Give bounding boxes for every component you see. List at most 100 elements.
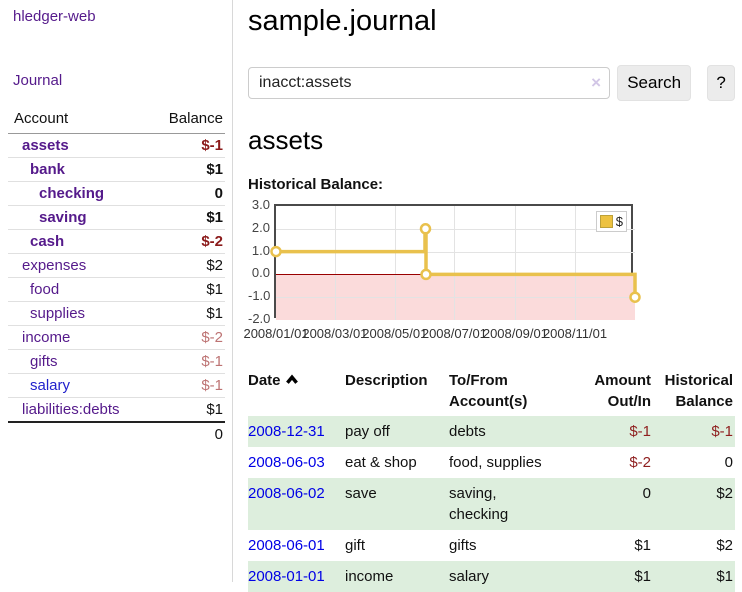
account-row: income $-2	[8, 325, 225, 350]
account-row: checking 0	[8, 181, 225, 206]
transaction-accounts: gifts	[449, 537, 477, 554]
account-balance: $1	[152, 277, 225, 302]
gridline	[454, 206, 456, 320]
account-row: cash $-2	[8, 229, 225, 254]
y-axis-tick: -2.0	[248, 311, 271, 326]
transaction-amount: $1	[634, 568, 651, 585]
data-point	[629, 291, 641, 303]
transaction-accounts: food, supplies	[449, 454, 542, 471]
x-axis-tick: 2008/11/01	[542, 326, 608, 341]
account-row: bank $1	[8, 157, 225, 182]
transaction-date-link[interactable]: 2008-06-01	[248, 537, 325, 554]
transaction-date-link[interactable]: 2008-01-01	[248, 568, 325, 585]
register-header-row: Date Description To/From Account(s) Amou…	[248, 366, 735, 416]
clear-search-icon[interactable]: ×	[591, 73, 601, 92]
account-link-supplies[interactable]: supplies	[30, 305, 86, 322]
account-row: supplies $1	[8, 301, 225, 326]
y-axis-tick: 0.0	[251, 265, 270, 281]
gridline	[276, 228, 635, 230]
transaction-date-link[interactable]: 2008-06-03	[248, 454, 325, 471]
transaction-description: gift	[345, 537, 366, 554]
gridline	[575, 206, 576, 320]
app-title-link[interactable]: hledger-web	[13, 8, 96, 25]
account-balance: $1	[152, 157, 225, 182]
account-balance: $-1	[201, 137, 223, 154]
y-axis-tick: 3.0	[251, 197, 270, 212]
transaction-balance: $1	[716, 568, 733, 585]
account-link-food[interactable]: food	[30, 281, 60, 298]
register-row: 2008-06-03 eat & shop food, supplies $-2…	[248, 447, 735, 478]
account-row: gifts $-1	[8, 349, 225, 374]
account-link-assets[interactable]: assets	[22, 137, 69, 154]
x-axis-tick: 2008/05/01	[362, 326, 428, 341]
balance-column-header: Balance	[152, 106, 225, 134]
register-table: Date Description To/From Account(s) Amou…	[248, 366, 735, 592]
transaction-balance: 0	[724, 454, 733, 471]
transaction-balance: $2	[716, 537, 733, 554]
transaction-accounts: debts	[449, 423, 486, 440]
x-axis-tick: 2008/07/01	[421, 326, 487, 341]
account-link-cash[interactable]: cash	[30, 233, 65, 250]
account-link-liabilities-debts[interactable]: liabilities:debts	[22, 401, 120, 418]
x-axis-tick: 2008/03/01	[302, 326, 368, 341]
account-balance: 0	[152, 181, 225, 206]
transaction-amount: $1	[634, 537, 651, 554]
account-balance: $-1	[152, 349, 225, 374]
help-button[interactable]: ?	[707, 65, 735, 101]
x-axis-tick: 2008/09/01	[482, 326, 548, 341]
transaction-description: save	[345, 485, 377, 502]
account-balance: $2	[152, 253, 225, 278]
accounts-total-value: 0	[152, 421, 225, 446]
account-row: expenses $2	[8, 253, 225, 278]
account-row: food $1	[8, 277, 225, 302]
transaction-description: eat & shop	[345, 454, 417, 471]
legend-swatch	[599, 215, 613, 228]
balance-column-header: Historical Balance	[664, 372, 733, 410]
y-axis-tick: 2.0	[251, 219, 270, 235]
gridline	[334, 206, 336, 320]
transaction-date-link[interactable]: 2008-06-02	[248, 485, 325, 502]
account-balance: $1	[152, 301, 225, 326]
account-link-bank[interactable]: bank	[30, 161, 66, 178]
account-link-expenses[interactable]: expenses	[22, 257, 87, 274]
gridline	[515, 206, 517, 320]
main-content: sample.journal × Search ? assets Histori…	[243, 0, 735, 592]
account-link-salary[interactable]: salary	[30, 377, 71, 394]
account-link-gifts[interactable]: gifts	[30, 353, 58, 370]
transaction-accounts: saving, checking	[449, 485, 509, 523]
transaction-amount: 0	[642, 485, 651, 502]
data-point	[419, 223, 432, 235]
chart-plot-area: $	[270, 204, 641, 320]
gridline	[276, 251, 635, 253]
date-column-header[interactable]: Date	[248, 366, 345, 416]
account-link-checking[interactable]: checking	[39, 185, 105, 202]
transaction-description: pay off	[345, 423, 390, 440]
account-heading: assets	[248, 125, 324, 155]
transaction-date-link[interactable]: 2008-12-31	[248, 423, 325, 440]
sidebar: hledger-web Journal Account Balance asse…	[0, 0, 233, 582]
register-row: 2008-12-31 pay off debts $-1 $-1	[248, 416, 735, 447]
transaction-balance: $2	[716, 485, 733, 502]
historical-balance-chart: 3.0 2.0 1.0 0.0 -1.0 -2.0	[243, 197, 735, 348]
search-input[interactable]	[248, 67, 610, 99]
transaction-description: income	[345, 568, 394, 585]
account-link-income[interactable]: income	[22, 329, 71, 346]
register-row: 2008-06-02 save saving, checking 0 $2	[248, 478, 735, 530]
page-title: sample.journal	[248, 5, 437, 37]
x-axis-tick: 2008/01/01	[243, 326, 309, 341]
transaction-accounts: salary	[449, 568, 490, 585]
data-point	[420, 268, 432, 281]
register-row: 2008-06-01 gift gifts $1 $2	[248, 530, 735, 561]
search-button[interactable]: Search	[617, 65, 692, 101]
chart-title: Historical Balance:	[248, 176, 384, 193]
account-balance: $-1	[152, 373, 225, 398]
transaction-amount: $-2	[629, 454, 651, 471]
sort-asc-icon	[285, 374, 298, 384]
register-row: 2008-01-01 income salary $1 $1	[248, 561, 735, 592]
account-link-saving[interactable]: saving	[39, 209, 87, 226]
account-row: salary $-1	[8, 373, 225, 398]
sidebar-item-journal[interactable]: Journal	[13, 72, 63, 89]
chart-legend: $	[595, 211, 627, 232]
account-balance: $1	[152, 397, 225, 422]
description-column-header: Description	[345, 372, 428, 389]
